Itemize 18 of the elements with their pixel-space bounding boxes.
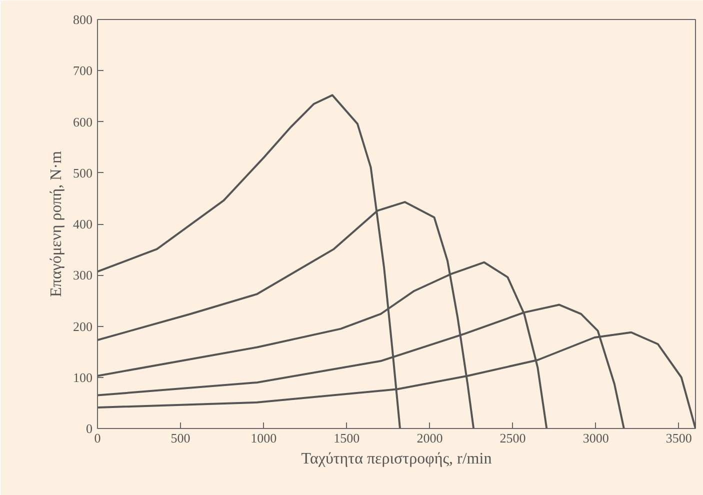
x-tick-label: 3000	[582, 430, 609, 446]
y-tick-label: 400	[73, 216, 92, 232]
y-axis-title: Επαγόμενη ροπή, N·m	[48, 150, 65, 297]
y-tick-label: 500	[73, 165, 92, 180]
y-tick-label: 600	[73, 114, 92, 130]
x-tick-label: 1000	[250, 430, 277, 446]
x-axis-title: Ταχύτητα περιστροφής, r/min	[301, 450, 492, 468]
x-tick-label: 2000	[416, 430, 443, 446]
y-tick-label: 700	[73, 63, 92, 78]
x-tick-label: 3500	[666, 430, 692, 446]
y-tick-label: 800	[73, 12, 92, 27]
y-tick-label: 200	[73, 318, 92, 334]
x-tick-label: 2500	[500, 430, 526, 446]
y-tick-label: 300	[73, 268, 92, 283]
x-tick-label: 500	[170, 430, 190, 446]
x-tick-label: 1500	[334, 430, 360, 446]
y-tick-label: 100	[73, 370, 92, 385]
y-tick-label: 0	[86, 421, 92, 436]
